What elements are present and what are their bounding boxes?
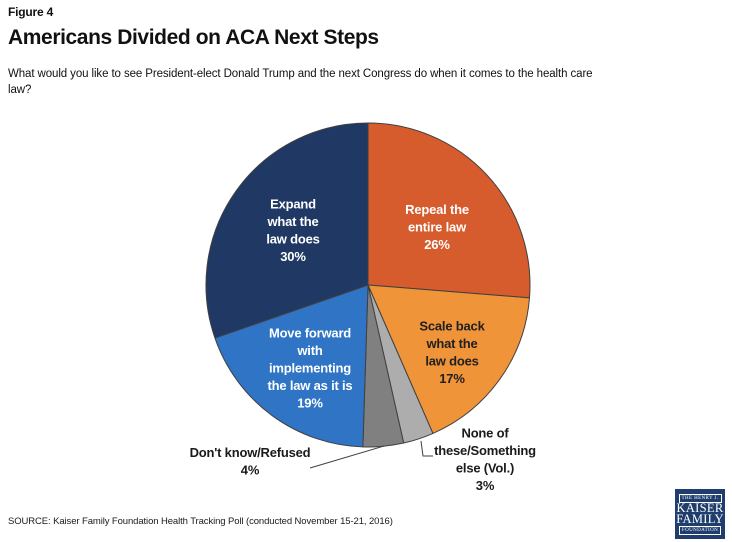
survey-question-line-1: What would you like to see President-ele… — [8, 68, 593, 80]
pie-label-expand-what-the-law-does: Expand what the law does 30% — [266, 196, 319, 263]
survey-question-line-2: law? — [8, 83, 32, 96]
leader-line-don-t-know-refused — [309, 445, 385, 469]
logo-henry-j-label: THE HENRY J. — [678, 493, 722, 503]
pie-slice-move-forward-with-implementing-the-law-as-it-is — [214, 284, 369, 448]
page-title: Americans Divided on ACA Next Steps — [8, 26, 379, 49]
survey-question: What would you like to see President-ele… — [8, 67, 593, 98]
logo-family-label: FAMILY — [676, 512, 724, 526]
pie-label-scale-back-what-the-law-does: Scale back what the law does 17% — [419, 318, 485, 386]
pie-label-none-of-these-something-else-vol: None of these/Something else (Vol.) 3% — [434, 425, 536, 493]
pie-slice-repeal-the-entire-law — [367, 122, 531, 299]
source-text: SOURCE: Kaiser Family Foundation Health … — [8, 516, 393, 527]
kff-logo: THE HENRY J. KAISER FAMILY FOUNDATION — [675, 489, 725, 539]
figure-label: Figure 4 — [8, 5, 54, 19]
pie-label-don-t-know-refused: Don't know/Refused 4% — [190, 445, 311, 478]
pie-label-repeal-the-entire-law: Repeal the entire law 26% — [405, 202, 469, 252]
pie-slice-scale-back-what-the-law-does — [367, 284, 530, 434]
logo-foundation-label: FOUNDATION — [678, 525, 722, 535]
pie-label-move-forward-with-implementing-the-law-as-it-is: Move forward with implementing the law as i… — [268, 326, 353, 411]
leader-line-none-of-these-something-else-vol — [420, 440, 433, 457]
logo-kaiser-label: KAISER — [676, 500, 724, 515]
pie-slice-expand-what-the-law-does — [205, 122, 369, 339]
